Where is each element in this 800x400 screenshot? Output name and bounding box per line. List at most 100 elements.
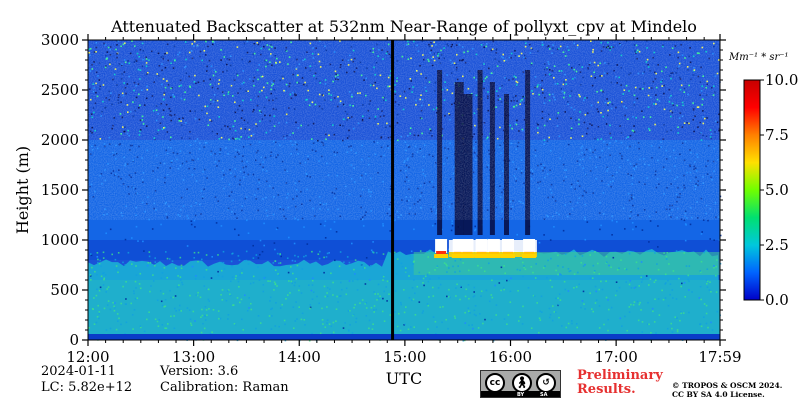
- speckle-aerosol: [488, 262, 490, 265]
- speckle-aerosol: [532, 294, 535, 297]
- speckle-aerosol: [173, 327, 176, 330]
- speckle-aerosol: [166, 276, 168, 279]
- speckle-aerosol: [227, 314, 230, 316]
- speckle-aerosol: [394, 311, 396, 313]
- speckle-aerosol: [96, 273, 98, 276]
- y-axis-label: Height (m): [13, 146, 32, 234]
- speckle: [624, 228, 626, 230]
- speckle-aerosol: [285, 298, 287, 300]
- speckle-aerosol: [535, 263, 537, 265]
- speckle-aerosol: [239, 274, 241, 276]
- speckle-aerosol: [688, 311, 690, 314]
- speckle-aerosol: [647, 323, 649, 326]
- speckle-aerosol: [495, 314, 497, 316]
- speckle-aerosol: [533, 295, 536, 297]
- speckle: [582, 290, 585, 293]
- speckle-aerosol: [654, 298, 656, 300]
- speckle-aerosol: [269, 296, 272, 299]
- speckle-aerosol: [672, 297, 674, 299]
- speckle: [174, 295, 177, 297]
- data-gap-line: [391, 40, 395, 340]
- speckle-aerosol: [667, 279, 669, 282]
- speckle-aerosol: [255, 327, 257, 330]
- speckle-aerosol: [539, 319, 542, 321]
- speckle-aerosol: [166, 257, 169, 260]
- speckle-aerosol: [568, 270, 571, 273]
- speckle-aerosol: [544, 265, 546, 267]
- speckle: [186, 245, 189, 247]
- speckle: [702, 219, 705, 221]
- speckle-aerosol: [343, 261, 345, 263]
- speckle-aerosol: [711, 329, 714, 331]
- speckle-aerosol: [654, 279, 657, 282]
- speckle-aerosol: [102, 272, 104, 275]
- speckle-aerosol: [100, 288, 102, 291]
- speckle: [707, 219, 709, 222]
- speckle-aerosol: [203, 276, 205, 278]
- cc-icon: cc: [485, 373, 505, 393]
- speckle: [611, 219, 614, 222]
- speckle-aerosol: [577, 271, 579, 274]
- speckle-aerosol: [139, 272, 142, 275]
- speckle-aerosol: [665, 258, 668, 260]
- speckle-aerosol: [135, 274, 138, 276]
- speckle-aerosol: [713, 267, 715, 269]
- speckle-aerosol: [300, 292, 303, 294]
- speckle-aerosol: [257, 266, 259, 268]
- speckle-aerosol: [94, 270, 96, 273]
- speckle-aerosol: [340, 295, 342, 297]
- cloud-base: [435, 239, 448, 253]
- speckle-aerosol: [700, 298, 702, 301]
- speckle-aerosol: [427, 280, 430, 283]
- speckle-aerosol: [205, 269, 208, 271]
- speckle: [649, 220, 652, 222]
- speckle-aerosol: [160, 277, 163, 279]
- speckle-aerosol: [336, 295, 338, 298]
- speckle-aerosol: [682, 312, 685, 314]
- speckle-aerosol: [103, 307, 106, 310]
- speckle-aerosol: [106, 304, 109, 306]
- speckle-aerosol: [426, 251, 428, 253]
- speckle: [700, 233, 703, 235]
- speckle-aerosol: [504, 272, 506, 275]
- backscatter-heatmap: [87, 39, 722, 342]
- speckle-aerosol: [538, 331, 540, 334]
- speckle-aerosol: [227, 289, 230, 291]
- speckle-aerosol: [304, 324, 306, 326]
- speckle-aerosol: [291, 282, 294, 285]
- speckle: [273, 242, 276, 244]
- speckle-aerosol: [161, 324, 164, 326]
- speckle: [324, 237, 327, 239]
- speckle-aerosol: [687, 274, 690, 277]
- x-tick-label: 15:00: [383, 348, 426, 366]
- speckle: [143, 250, 145, 252]
- speckle-aerosol: [290, 266, 292, 268]
- speckle-aerosol: [571, 322, 573, 325]
- speckle-aerosol: [649, 278, 652, 281]
- speckle-aerosol: [218, 317, 220, 320]
- speckle: [629, 279, 632, 282]
- speckle-aerosol: [574, 255, 577, 258]
- speckle-aerosol: [670, 322, 672, 325]
- speckle-aerosol: [136, 297, 139, 299]
- speckle-aerosol: [181, 266, 183, 268]
- speckle-aerosol: [131, 314, 134, 316]
- speckle-aerosol: [332, 331, 335, 334]
- speckle-aerosol: [439, 306, 442, 308]
- speckle: [211, 256, 213, 258]
- speckle-aerosol: [107, 286, 110, 288]
- speckle-aerosol: [605, 280, 607, 282]
- cc-by-sa-badge-icon: cc 🚶︎ ↺ BY SA: [480, 370, 561, 398]
- speckle-aerosol: [125, 281, 127, 283]
- speckle-aerosol: [519, 316, 522, 318]
- speckle-aerosol: [408, 297, 411, 299]
- x-tick-label: 12:00: [66, 348, 109, 366]
- speckle-aerosol: [469, 312, 471, 314]
- speckle-aerosol: [594, 250, 596, 253]
- speckle-aerosol: [179, 304, 181, 307]
- speckle-aerosol: [477, 264, 479, 267]
- speckle-aerosol: [212, 309, 215, 311]
- speckle-aerosol: [445, 318, 447, 321]
- speckle-aerosol: [389, 314, 392, 316]
- speckle-aerosol: [610, 306, 613, 309]
